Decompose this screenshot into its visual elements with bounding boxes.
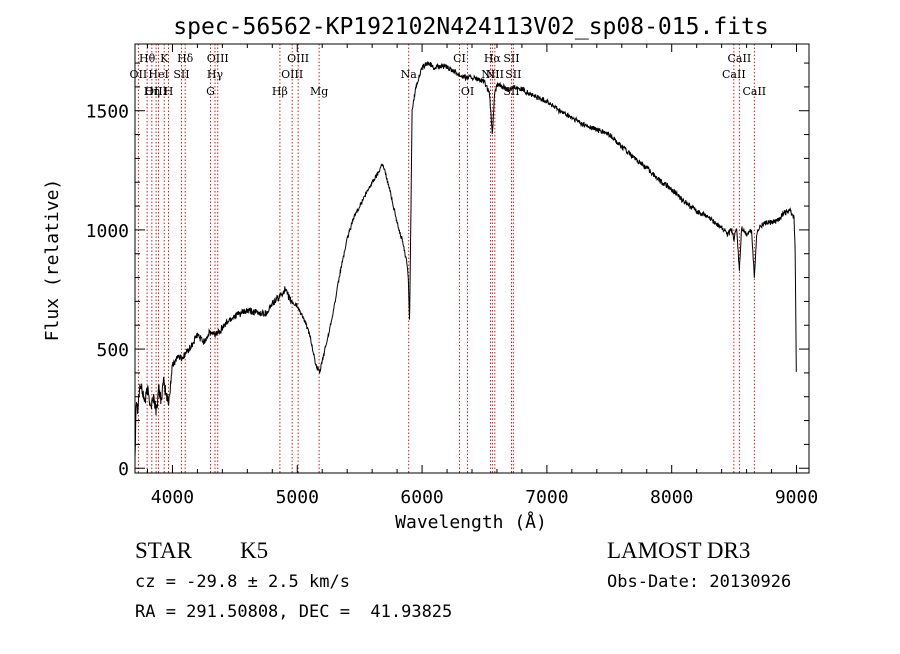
line-label: OIII bbox=[287, 52, 309, 65]
line-label: HeI bbox=[148, 68, 168, 81]
x-tick-label: 6000 bbox=[400, 487, 443, 508]
line-label: OI bbox=[461, 85, 474, 98]
line-label: NII bbox=[486, 68, 504, 81]
coordinates-text: RA = 291.50808, DEC = 41.93825 bbox=[135, 602, 453, 622]
x-axis: 4000 5000 6000 7000 8000 9000 bbox=[146, 44, 818, 508]
line-label: SII bbox=[173, 68, 189, 81]
line-label: OIII bbox=[281, 68, 303, 81]
x-tick-label: 9000 bbox=[775, 487, 818, 508]
line-label: CaII bbox=[742, 85, 766, 98]
line-label: OII bbox=[130, 68, 148, 81]
line-label: OIII bbox=[207, 52, 229, 65]
y-tick-label: 1500 bbox=[86, 102, 129, 123]
chart-title: spec-56562-KP192102N424113V02_sp08-015.f… bbox=[173, 14, 768, 40]
line-label: NII bbox=[481, 68, 499, 81]
emission-line-markers bbox=[137, 44, 755, 473]
y-tick-label: 500 bbox=[96, 340, 129, 361]
line-label: CaII bbox=[722, 68, 746, 81]
line-label: SII bbox=[505, 68, 521, 81]
y-axis: 0 500 1000 1500 bbox=[86, 62, 809, 480]
line-label: K bbox=[160, 52, 169, 65]
line-label: Hθ bbox=[139, 52, 156, 65]
line-label: Hδ bbox=[177, 52, 194, 65]
observation-date: Obs-Date: 20130926 bbox=[607, 572, 792, 592]
x-tick-label: 7000 bbox=[525, 487, 568, 508]
x-axis-label: Wavelength (Å) bbox=[395, 511, 547, 533]
object-subclass: K5 bbox=[240, 538, 269, 563]
redshift-text: cz = -29.8 ± 2.5 km/s bbox=[135, 572, 350, 592]
line-label: Hα bbox=[484, 52, 502, 65]
spectrum-series bbox=[134, 60, 797, 458]
line-label: Hγ bbox=[207, 68, 224, 81]
y-tick-label: 1000 bbox=[86, 221, 129, 242]
line-label: OIII bbox=[145, 85, 167, 98]
y-tick-label: 0 bbox=[118, 459, 129, 480]
survey-name: LAMOST DR3 bbox=[607, 538, 751, 563]
x-tick-label: 5000 bbox=[276, 487, 319, 508]
object-class: STAR bbox=[135, 538, 192, 563]
line-label: G bbox=[206, 85, 215, 98]
line-label: Hβ bbox=[272, 85, 288, 98]
plot-frame bbox=[134, 43, 810, 474]
line-label: CI bbox=[453, 52, 466, 65]
line-label: Hη bbox=[144, 85, 160, 98]
y-axis-label: Flux (relative) bbox=[42, 179, 63, 342]
line-label: CaII bbox=[728, 52, 752, 65]
x-tick-label: 8000 bbox=[650, 487, 693, 508]
line-label: SII bbox=[503, 52, 519, 65]
spectrum-line bbox=[134, 60, 797, 458]
line-label: Mg bbox=[310, 85, 328, 98]
line-label: Na bbox=[401, 68, 418, 81]
x-tick-label: 4000 bbox=[151, 487, 194, 508]
line-label: H bbox=[164, 85, 174, 98]
